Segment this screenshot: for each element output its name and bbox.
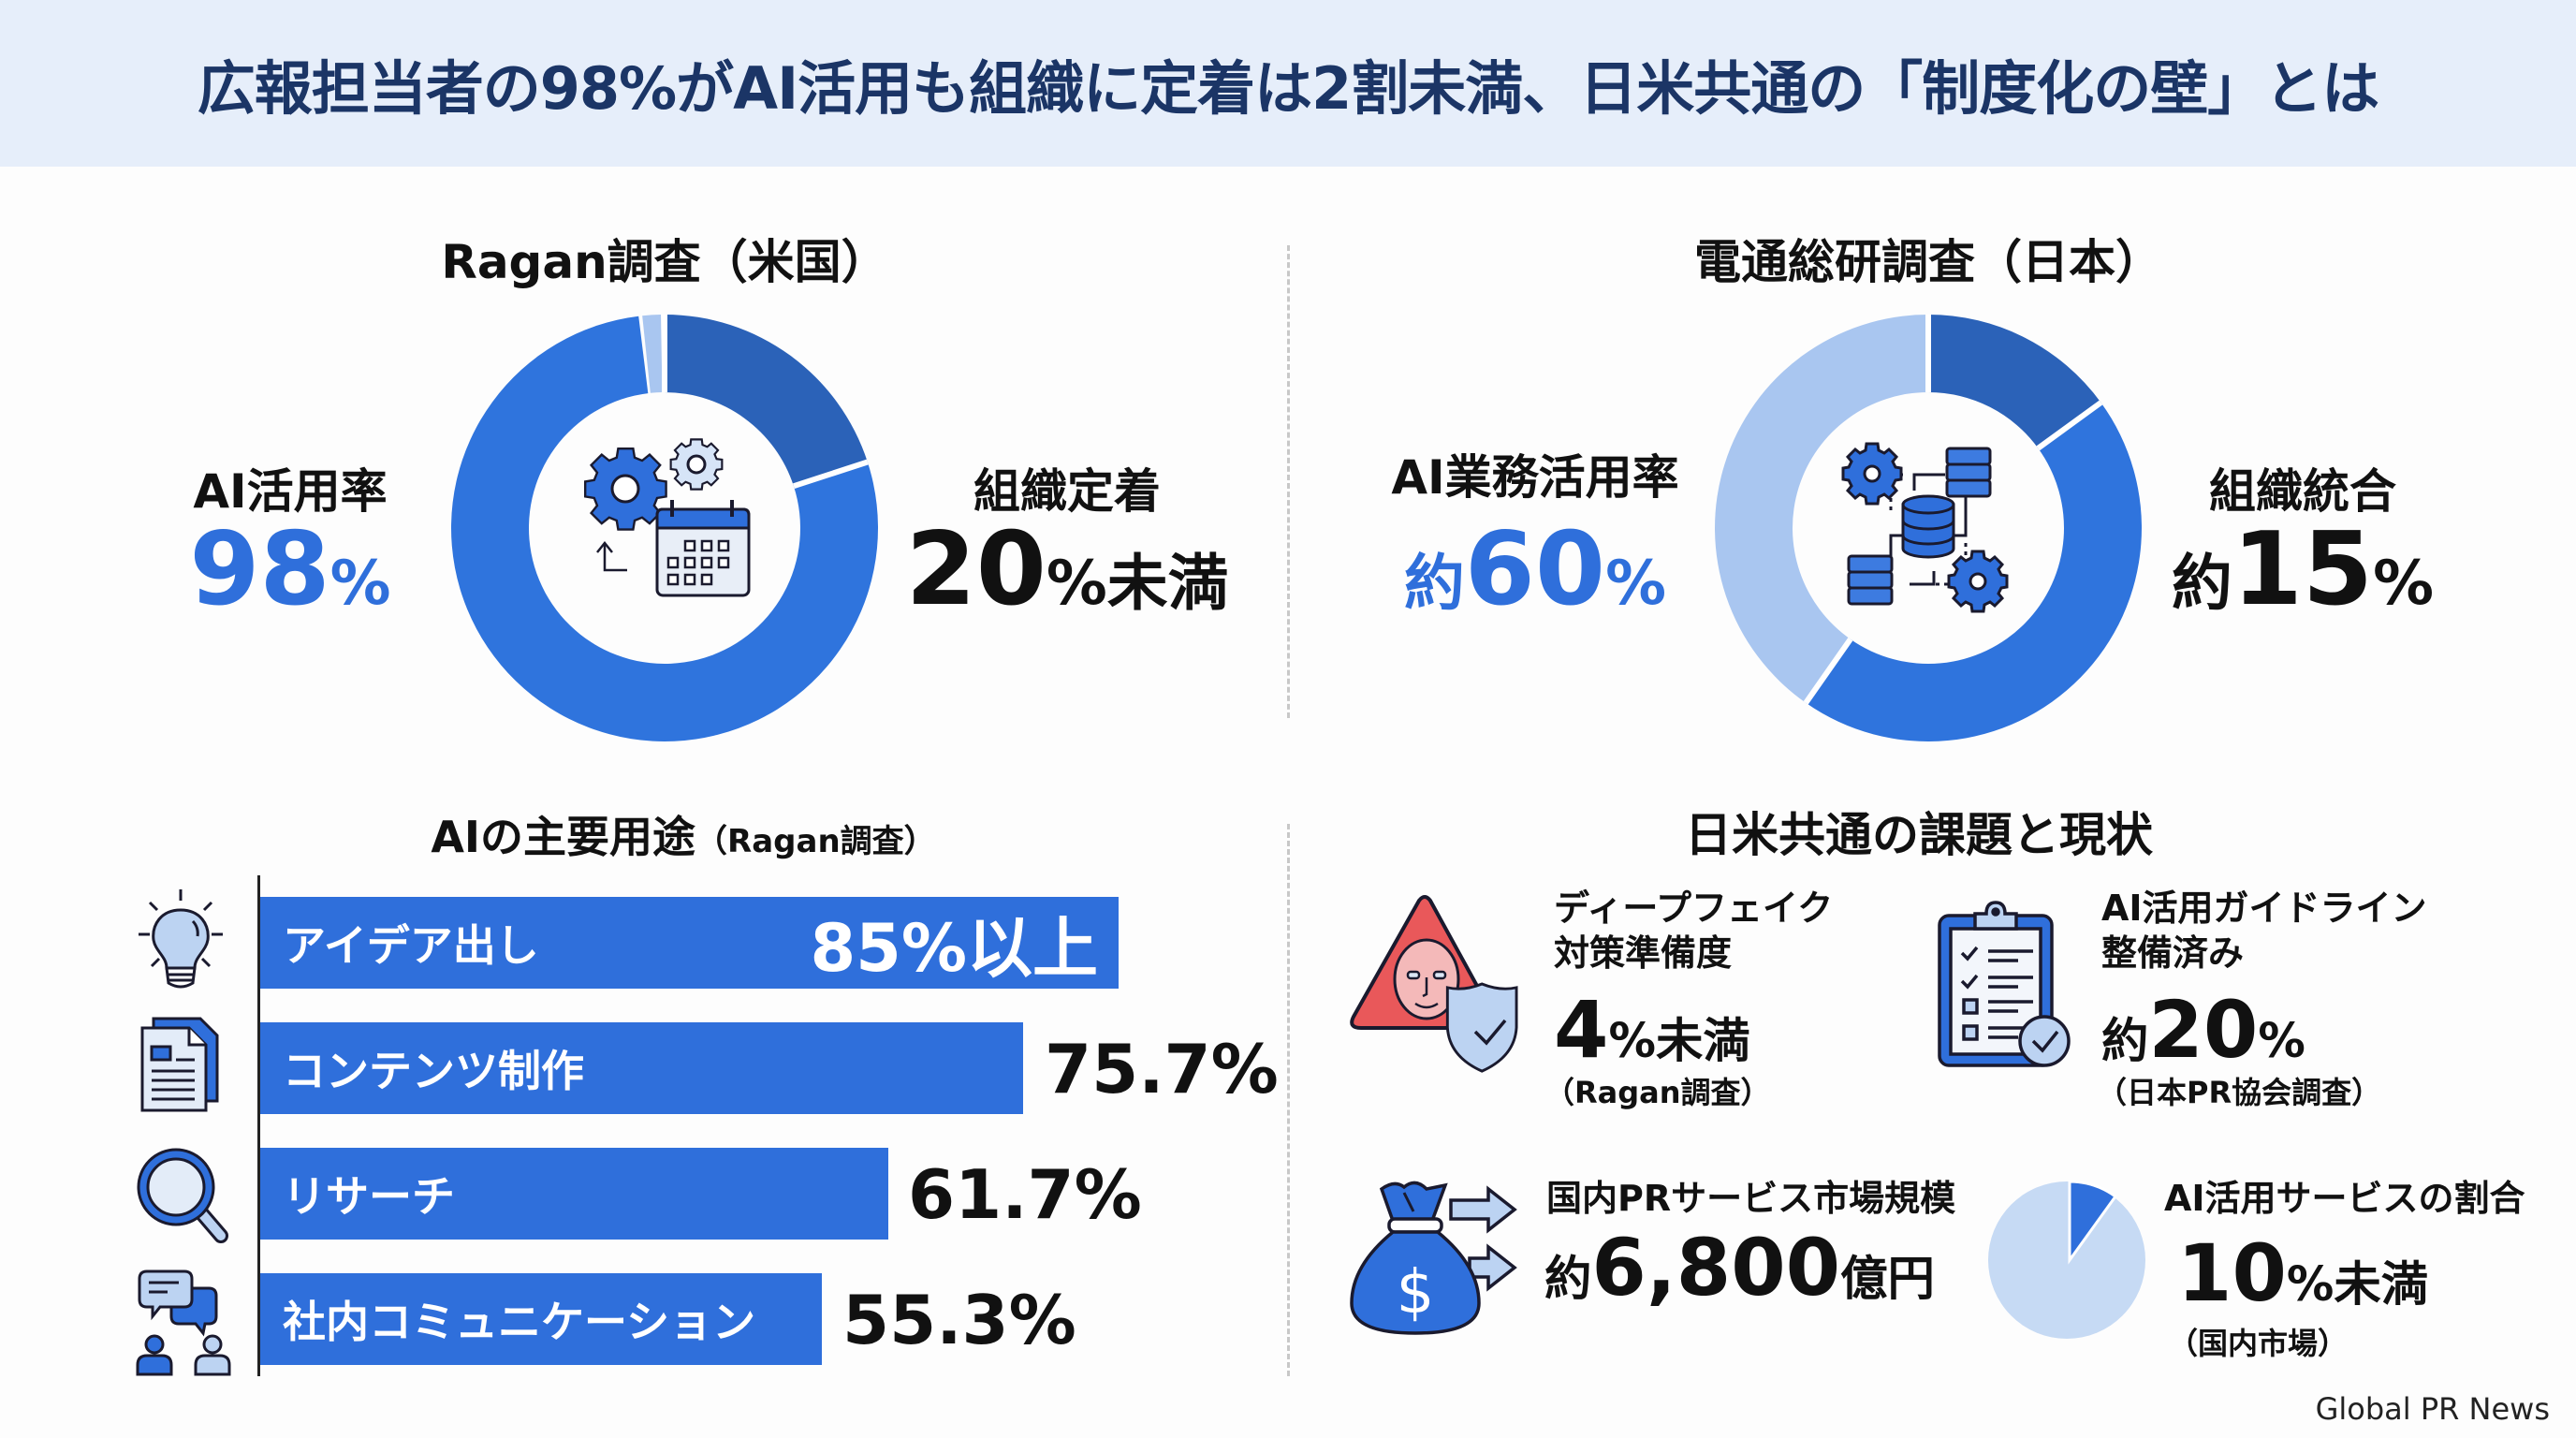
segment-non-adopted [1715,315,1928,703]
value-prefix: 約 [2101,1013,2149,1068]
value-unit: %未満 [1608,1013,1750,1068]
ai-usage-rate-label: AI活用率 [193,464,388,519]
deepfake-value: 4%未満 [1554,990,1750,1069]
bar-value-internal-communication: 55.3% [842,1281,1076,1359]
segment-integrated [1928,315,2101,448]
bar-idea-generation: アイデア出し 85%以上 [260,897,1119,989]
ai-share-label: AI活用サービスの割合 [2164,1178,2525,1219]
bar-value-content-creation: 75.7% [1045,1030,1279,1108]
ragan-donut-chart [451,315,879,741]
value-unit: %未満 [2286,1256,2429,1312]
guideline-value: 約20% [2101,990,2305,1069]
value-unit: % [2258,1013,2305,1068]
org-integration-label: 組織統合 [2209,464,2396,519]
bar-value: 85%以上 [810,909,1098,987]
gears-calendar-icon [583,438,751,597]
value-unit: % [1605,549,1667,619]
header-band [0,0,2576,167]
ai-share-pie-chart [1988,1180,2145,1339]
label-line1: ディープフェイク [1554,888,1834,929]
dollar-sign-icon: $ [1397,1258,1435,1328]
bar-axis [257,875,260,1376]
document-icon [140,1017,219,1112]
value-unit: %未満 [1046,549,1229,619]
dentsu-donut-chart [1715,315,2142,741]
ai-business-usage-label: AI業務活用率 [1391,450,1679,505]
org-integration-value: 約15% [2144,520,2462,621]
deepfake-warning-icon [1350,895,1518,1073]
value-unit: 億円 [1840,1251,1935,1306]
database-network-icon [1841,442,2009,613]
value-number: 4 [1554,984,1609,1076]
segment-other [1988,1181,2145,1339]
donut-segments [1715,315,2142,741]
org-embedded-value: 20%未満 [880,520,1254,621]
uses-title-text: AIの主要用途 [431,812,696,862]
ai-share-value: 10%未満 [2177,1234,2428,1313]
divider-top [1287,245,1290,718]
value-number: 15 [2232,511,2374,628]
label-line2: 対策準備度 [1554,932,1733,974]
ragan-survey-title: Ragan調査（米国） [441,235,888,289]
label-line2: 整備済み [2101,932,2245,974]
market-size-value: 約6,800億円 [1544,1228,1935,1307]
people-chat-icon [136,1269,231,1376]
money-bag-icon: $ [1350,1181,1517,1335]
segment-adopted-not-integrated [1806,402,2142,741]
bar-label: 社内コミュニケーション [283,1297,756,1347]
deepfake-label: ディープフェイク 対策準備度 [1554,886,1833,976]
divider-bottom [1287,824,1290,1376]
lightbulb-icon [139,889,223,989]
segment-non-adopted [642,315,663,393]
value-unit: % [2373,549,2435,619]
page-title: 広報担当者の98%がAI活用も組織に定着は2割未満、日米共通の「制度化の壁」とは [197,54,2380,123]
ai-usage-rate-value: 98% [150,520,431,621]
uses-title-note: （Ragan調査） [695,823,936,860]
segment-embedded [665,315,868,487]
bar-internal-communication: 社内コミュニケーション [260,1273,822,1365]
value-prefix: 約 [1544,1251,1592,1306]
bar-label: コンテンツ制作 [283,1046,584,1096]
issues-section-title: 日米共通の課題と現状 [1685,808,2153,862]
magnifier-icon [137,1148,228,1243]
value-number: 6,800 [1591,1222,1841,1313]
donut-segments [451,315,879,741]
market-size-label: 国内PRサービス市場規模 [1546,1178,1956,1219]
value-number: 20 [905,511,1046,628]
bar-label: リサーチ [283,1171,455,1222]
label-line1: AI活用ガイドライン [2101,888,2427,929]
value-number: 98 [189,511,330,628]
value-unit: % [329,549,391,619]
segment-adopted-not-embedded [451,315,879,741]
guideline-note: （日本PR協会調査） [2097,1075,2382,1110]
value-prefix: 約 [2171,549,2232,619]
value-number: 20 [2148,984,2259,1076]
bar-label: アイデア出し [283,920,539,971]
bar-value-research: 61.7% [908,1155,1142,1234]
value-number: 60 [1464,511,1606,628]
deepfake-note: （Ragan調査） [1544,1075,1771,1110]
dentsu-survey-title: 電通総研調査（日本） [1694,235,2162,289]
source-credit: Global PR News [2315,1391,2550,1427]
guideline-label: AI活用ガイドライン 整備済み [2101,886,2427,976]
org-embedded-label: 組織定着 [973,464,1161,519]
ai-business-usage-value: 約60% [1348,520,1722,621]
value-number: 10 [2177,1227,2287,1319]
ai-share-note: （国内市場） [2168,1326,2349,1361]
clipboard-checklist-icon [1938,901,2071,1067]
bar-research: リサーチ [260,1148,888,1240]
value-prefix: 約 [1403,549,1465,619]
segment-ai-services [2068,1180,2118,1265]
uses-section-title: AIの主要用途（Ragan調査） [281,803,1086,865]
bar-content-creation: コンテンツ制作 [260,1022,1023,1114]
